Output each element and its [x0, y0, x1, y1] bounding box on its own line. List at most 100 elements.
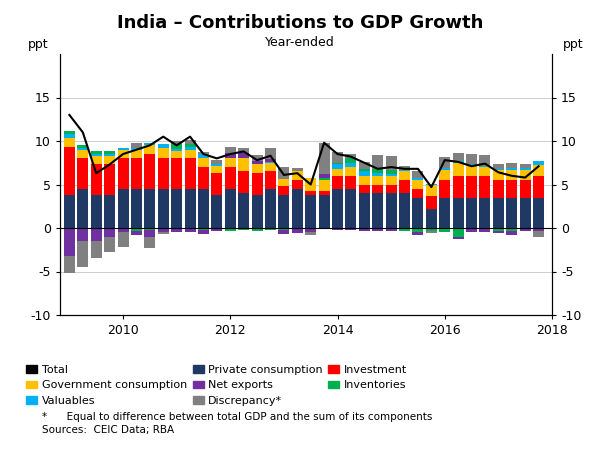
Bar	[506, 163, 517, 168]
Bar	[211, 195, 223, 228]
Bar	[251, 195, 263, 228]
Bar	[359, 162, 370, 169]
Bar	[145, 230, 155, 237]
Bar	[251, 165, 263, 173]
Bar	[64, 256, 75, 273]
Bar	[265, 228, 276, 230]
Bar	[278, 167, 289, 179]
Text: Sources:  CEIC Data; RBA: Sources: CEIC Data; RBA	[42, 425, 174, 435]
Bar	[118, 150, 128, 158]
Bar	[506, 198, 517, 228]
Bar	[171, 158, 182, 189]
Bar	[520, 228, 530, 230]
Bar	[131, 228, 142, 230]
Bar	[198, 189, 209, 228]
Bar	[118, 148, 128, 150]
Bar	[452, 176, 464, 198]
Bar	[452, 163, 464, 176]
Bar	[238, 228, 249, 230]
Bar	[359, 193, 370, 228]
Bar	[479, 198, 490, 228]
Bar	[198, 167, 209, 189]
Bar	[412, 232, 424, 235]
Bar	[332, 228, 343, 230]
Bar	[493, 170, 504, 180]
Bar	[145, 228, 155, 230]
Bar	[265, 159, 276, 162]
Bar	[452, 153, 464, 161]
Bar	[77, 148, 88, 150]
Bar	[185, 158, 196, 189]
Bar	[506, 230, 517, 235]
Bar	[104, 165, 115, 195]
Bar	[466, 228, 477, 232]
Text: *      Equal to difference between total GDP and the sum of its components: * Equal to difference between total GDP …	[42, 412, 433, 422]
Bar	[493, 180, 504, 198]
Bar	[466, 154, 477, 164]
Bar	[412, 178, 424, 180]
Bar	[426, 184, 437, 185]
Bar	[77, 150, 88, 158]
Bar	[372, 173, 383, 176]
Bar	[278, 195, 289, 228]
Bar	[346, 189, 356, 228]
Bar	[198, 154, 209, 158]
Bar	[332, 165, 343, 169]
Bar	[452, 228, 464, 237]
Bar	[225, 167, 236, 189]
Bar	[91, 156, 101, 165]
Bar	[104, 156, 115, 165]
Bar	[251, 155, 263, 161]
Bar	[479, 155, 490, 166]
Bar	[278, 186, 289, 195]
Bar	[211, 166, 223, 173]
Bar	[372, 155, 383, 169]
Bar	[238, 193, 249, 228]
Bar	[399, 170, 410, 171]
Text: ppt: ppt	[563, 38, 584, 51]
Bar	[506, 170, 517, 180]
Bar	[493, 198, 504, 228]
Bar	[479, 176, 490, 198]
Bar	[198, 230, 209, 234]
Bar	[520, 168, 530, 170]
Bar	[426, 196, 437, 209]
Bar	[185, 150, 196, 158]
Bar	[533, 165, 544, 176]
Bar	[332, 152, 343, 163]
Bar	[506, 180, 517, 198]
Bar	[319, 178, 329, 180]
Bar	[145, 237, 155, 248]
Bar	[533, 161, 544, 165]
Bar	[251, 164, 263, 165]
Bar	[305, 195, 316, 228]
Bar	[332, 163, 343, 165]
Bar	[158, 189, 169, 228]
Bar	[77, 241, 88, 267]
Bar	[131, 189, 142, 228]
Bar	[332, 189, 343, 228]
Bar	[64, 134, 75, 139]
Bar	[386, 170, 397, 174]
Bar	[64, 228, 75, 256]
Text: India – Contributions to GDP Growth: India – Contributions to GDP Growth	[117, 14, 483, 32]
Bar	[292, 171, 303, 180]
Bar	[292, 180, 303, 189]
Bar	[64, 139, 75, 147]
Bar	[238, 148, 249, 153]
Bar	[292, 168, 303, 171]
Bar	[332, 169, 343, 176]
Bar	[466, 176, 477, 198]
Bar	[104, 154, 115, 156]
Bar	[145, 189, 155, 228]
Bar	[171, 228, 182, 232]
Bar	[225, 153, 236, 157]
Bar	[64, 195, 75, 228]
Bar	[292, 229, 303, 233]
Bar	[251, 173, 263, 195]
Bar	[506, 168, 517, 170]
Bar	[479, 228, 490, 232]
Bar	[265, 163, 276, 171]
Bar	[64, 147, 75, 195]
Bar	[466, 164, 477, 165]
